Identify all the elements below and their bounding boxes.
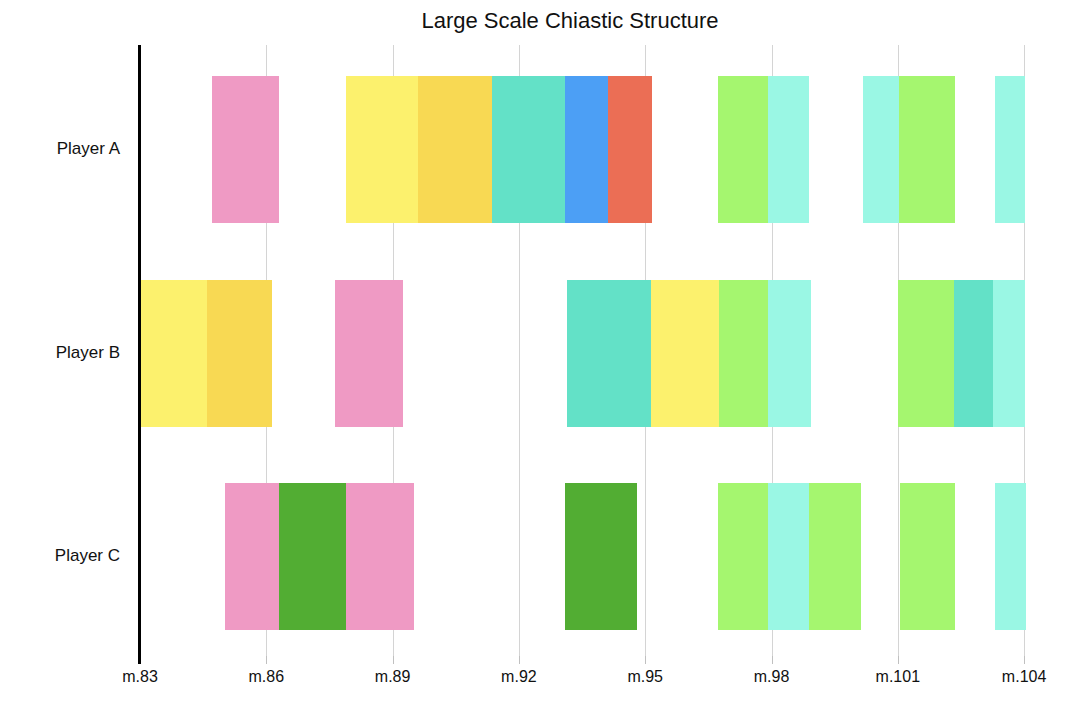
timeline-bar-segment[interactable] [207, 280, 271, 427]
timeline-bar-segment[interactable] [567, 280, 652, 427]
x-tick-mark [519, 656, 520, 664]
timeline-bar-segment[interactable] [719, 280, 768, 427]
x-tick-mark [1024, 656, 1025, 664]
x-tick-label: m.92 [501, 668, 537, 686]
timeline-bar-segment[interactable] [768, 280, 811, 427]
timeline-bar-segment[interactable] [335, 280, 403, 427]
x-tick-mark [898, 656, 899, 664]
x-tick-label: m.89 [375, 668, 411, 686]
chiastic-structure-chart: Large Scale Chiastic Structure m.83 m.86 m… [0, 0, 1088, 703]
timeline-bar-segment[interactable] [995, 76, 1025, 223]
timeline-bar-segment[interactable] [279, 483, 346, 630]
timeline-bar-segment[interactable] [768, 76, 810, 223]
row-label-player-a: Player A [0, 139, 120, 159]
x-tick-mark [772, 656, 773, 664]
timeline-bar-segment[interactable] [418, 76, 491, 223]
timeline-bar-segment[interactable] [565, 76, 608, 223]
timeline-bar-segment[interactable] [899, 76, 955, 223]
x-tick-label: m.101 [876, 668, 920, 686]
timeline-bar-segment[interactable] [995, 483, 1026, 630]
timeline-bar-segment[interactable] [346, 483, 414, 630]
timeline-bar-segment[interactable] [565, 483, 637, 630]
x-tick-label: m.86 [249, 668, 285, 686]
row-label-player-c: Player C [0, 546, 120, 566]
row-label-player-b: Player B [0, 343, 120, 363]
timeline-bar-segment[interactable] [212, 76, 280, 223]
timeline-bar-segment[interactable] [225, 483, 279, 630]
y-axis-line [138, 45, 141, 664]
timeline-bar-segment[interactable] [954, 280, 994, 427]
timeline-bar-segment[interactable] [718, 483, 768, 630]
timeline-bar-segment[interactable] [140, 280, 207, 427]
timeline-bar-segment[interactable] [898, 280, 954, 427]
x-tick-label: m.95 [627, 668, 663, 686]
x-tick-label: m.104 [1002, 668, 1046, 686]
x-tick-label: m.98 [754, 668, 790, 686]
timeline-bar-segment[interactable] [718, 76, 768, 223]
timeline-bar-segment[interactable] [492, 76, 566, 223]
timeline-bar-segment[interactable] [651, 280, 719, 427]
timeline-bar-segment[interactable] [863, 76, 899, 223]
x-tick-mark [393, 656, 394, 664]
x-tick-label: m.83 [122, 668, 158, 686]
timeline-bar-segment[interactable] [900, 483, 955, 630]
timeline-bar-segment[interactable] [993, 280, 1025, 427]
timeline-bar-segment[interactable] [809, 483, 860, 630]
timeline-bar-segment[interactable] [346, 76, 418, 223]
x-tick-mark [266, 656, 267, 664]
timeline-bar-segment[interactable] [768, 483, 810, 630]
chart-title: Large Scale Chiastic Structure [421, 8, 718, 34]
x-tick-mark [645, 656, 646, 664]
timeline-bar-segment[interactable] [608, 76, 652, 223]
